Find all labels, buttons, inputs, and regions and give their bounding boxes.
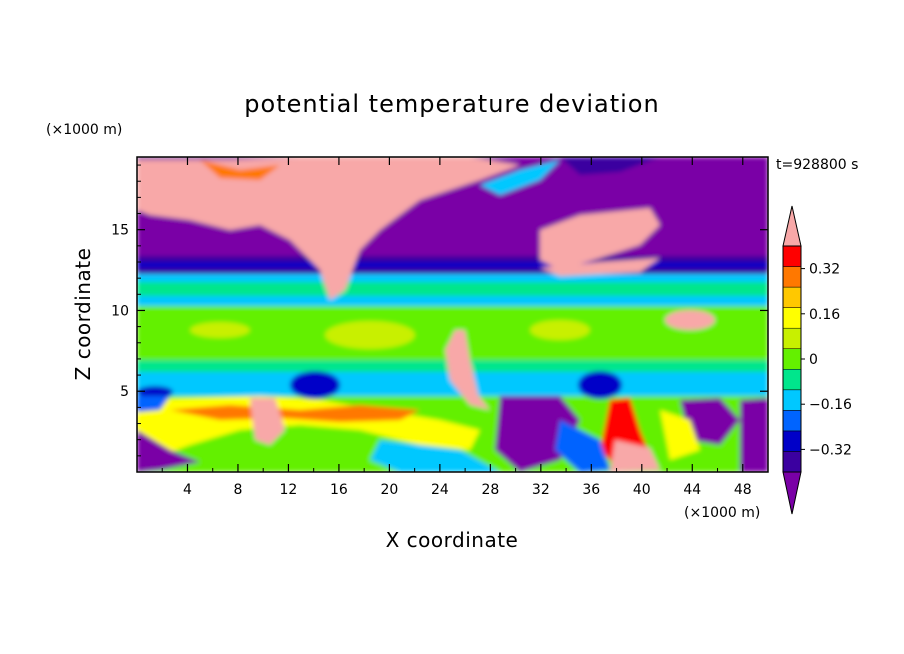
plot-frame — [136, 156, 769, 473]
colorbar-bin — [782, 430, 802, 452]
x-tick-label: 24 — [431, 482, 449, 498]
x-tick-label: 44 — [683, 482, 701, 498]
colorbar-label: 0 — [809, 352, 818, 368]
colorbar-label: −0.32 — [809, 442, 852, 458]
colorbar-bin — [782, 245, 802, 267]
colorbar-bin — [782, 451, 802, 473]
x-tick-label: 32 — [532, 482, 550, 498]
x-axis-title: X coordinate — [386, 528, 519, 552]
y-axis: 5 10 15 — [111, 164, 768, 457]
x-tick-label: 16 — [330, 482, 348, 498]
colorbar-label: −0.16 — [809, 397, 852, 413]
y-axis-title: Z coordinate — [71, 248, 95, 381]
colorbar-bin — [782, 286, 802, 308]
x-unit-label: (×1000 m) — [684, 505, 760, 521]
colorbar-bin — [782, 266, 802, 288]
x-tick-label: 36 — [582, 482, 600, 498]
chart-title: potential temperature deviation — [244, 90, 659, 118]
x-tick-label: 20 — [380, 482, 398, 498]
y-tick-label: 5 — [120, 384, 129, 400]
x-tick-label: 12 — [280, 482, 298, 498]
colorbar-label: 0.16 — [809, 307, 840, 323]
colorbar-bin — [782, 327, 802, 349]
x-tick-label: 28 — [481, 482, 499, 498]
x-tick-label: 4 — [183, 482, 192, 498]
y-tick-label: 10 — [111, 303, 129, 319]
colorbar-bin — [782, 348, 802, 370]
colorbar-label: 0.32 — [809, 262, 840, 278]
x-tick-label: 48 — [734, 482, 752, 498]
x-tick-label: 40 — [633, 482, 651, 498]
contour-field — [137, 157, 768, 472]
colorbar-extend-high — [782, 205, 802, 247]
colorbar-extend-low — [782, 471, 802, 515]
colorbar: 0.32 0.16 0 −0.16 −0.32 — [782, 205, 852, 515]
colorbar-bin — [782, 307, 802, 329]
x-tick-label: 8 — [233, 482, 242, 498]
time-label: t=928800 s — [776, 157, 858, 173]
z-unit-label: (×1000 m) — [46, 122, 122, 138]
colorbar-bin — [782, 389, 802, 411]
y-tick-label: 15 — [111, 223, 129, 239]
x-axis: 4 8 12 16 20 24 28 32 36 40 44 48 — [161, 157, 752, 498]
colorbar-bin — [782, 369, 802, 391]
colorbar-bin — [782, 410, 802, 432]
